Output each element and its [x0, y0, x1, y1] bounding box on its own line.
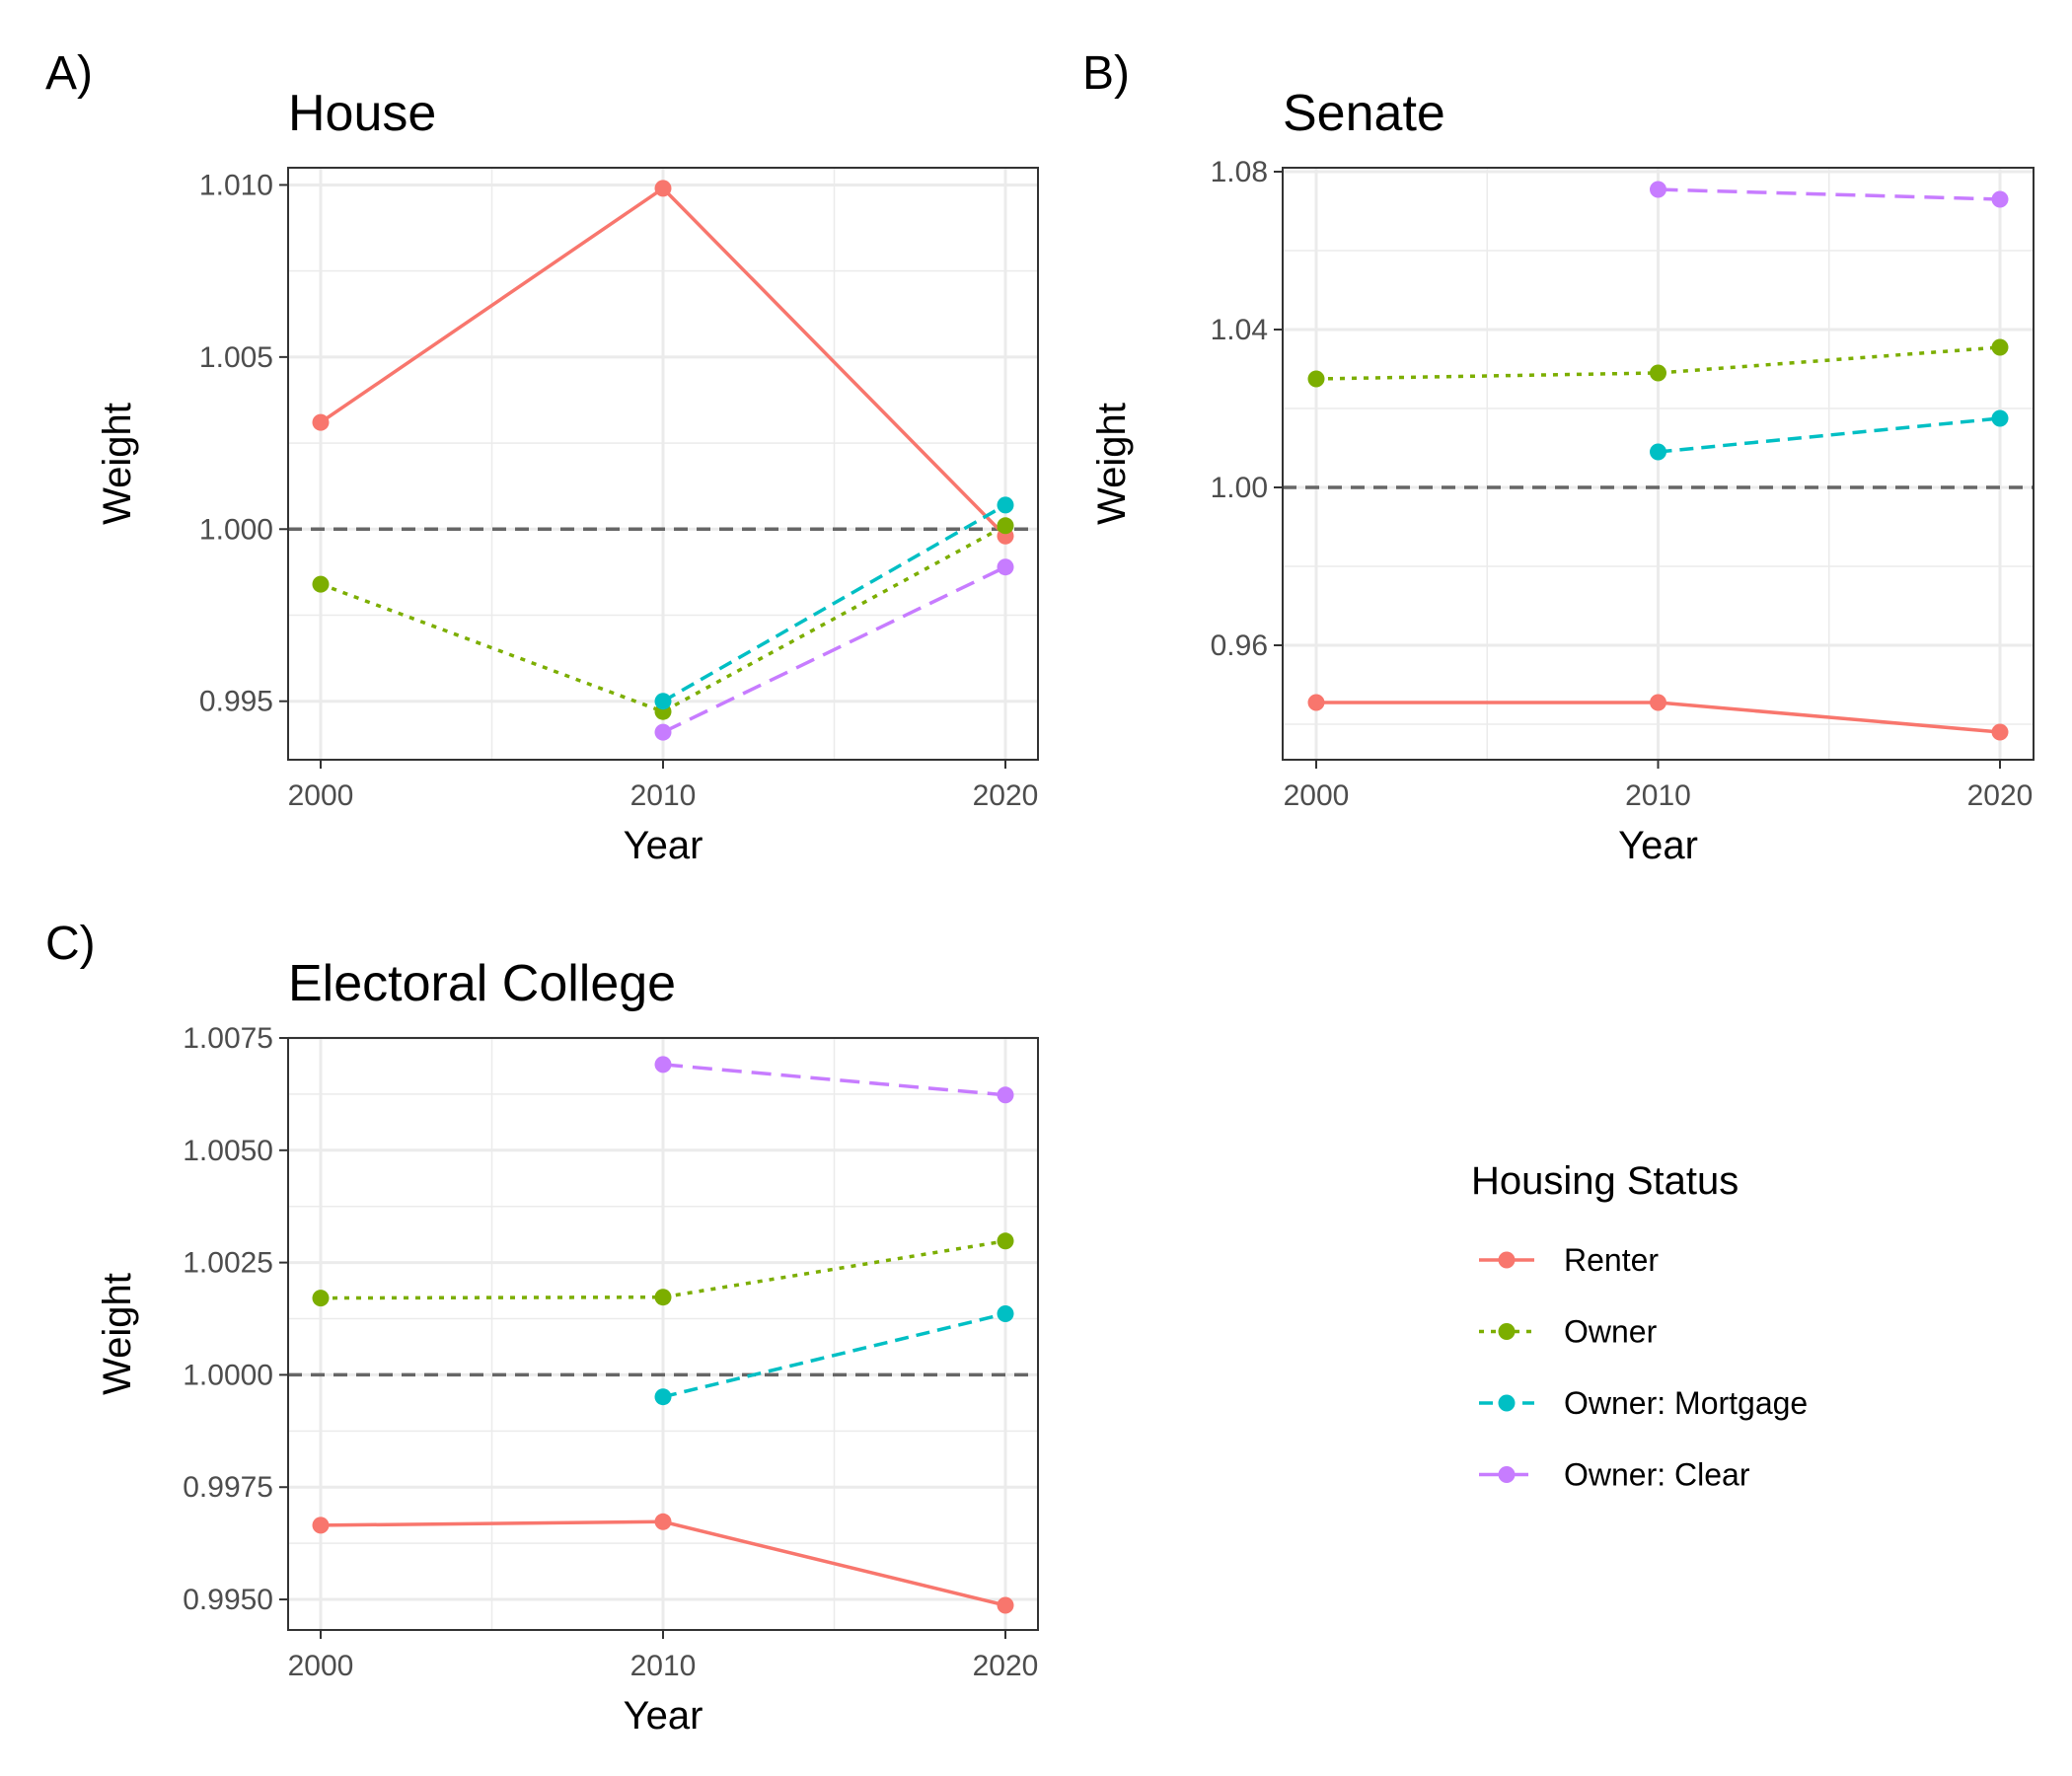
x-axis-title: Year: [624, 824, 703, 867]
data-point-owner-mortgage-2020: [1991, 409, 2009, 427]
legend-label: Renter: [1564, 1242, 1659, 1278]
panel-electoral-college: 0.9950 0.9975 1.0000 1.0025 1.0050 1.0075 2000…: [45, 918, 1039, 1738]
legend-title: Housing Status: [1471, 1159, 1739, 1203]
panel-title: House: [288, 85, 436, 142]
data-point-owner-2010: [1650, 364, 1666, 382]
y-tick-label: 0.9975: [183, 1471, 273, 1504]
legend-key-point: [1498, 1323, 1516, 1340]
x-tick-label: 2020: [973, 1650, 1039, 1682]
legend-key-point: [1498, 1251, 1516, 1269]
data-point-renter-2000: [312, 413, 330, 431]
series-owner-clear: [654, 558, 1014, 741]
x-axis-title: Year: [1618, 824, 1698, 867]
x-tick-label: 2000: [288, 779, 354, 812]
data-point-owner-mortgage-2010: [654, 1388, 672, 1406]
x-tick-label: 2010: [630, 779, 697, 812]
series-renter: [312, 1513, 1014, 1614]
x-tick-label: 2020: [1967, 779, 2034, 812]
x-tick-label: 2000: [1284, 779, 1350, 812]
series-line-owner-mortgage: [1658, 416, 2001, 454]
data-point-owner-clear-2010: [654, 723, 672, 741]
y-tick-label: 1.000: [199, 513, 273, 546]
panel-title: Senate: [1283, 85, 1445, 142]
panel-senate: 0.96 1.00 1.04 1.08 2000 2010 2020 Year Weight Se…: [1082, 47, 2035, 867]
series-renter: [1307, 694, 2009, 741]
data-point-owner-clear-2010: [1650, 181, 1666, 198]
panel-tag: B): [1082, 47, 1130, 100]
data-point-owner-2000: [1307, 370, 1325, 388]
data-point-renter-2010: [654, 1513, 672, 1530]
data-point-renter-2000: [1307, 694, 1325, 711]
data-point-owner-mortgage-2010: [1650, 443, 1666, 461]
legend-key-point: [1498, 1394, 1516, 1412]
x-tick-label: 2010: [1625, 779, 1691, 812]
legend-item-renter: Renter: [1479, 1242, 1659, 1278]
y-tick-label: 0.9950: [183, 1584, 273, 1616]
data-point-owner-mortgage-2020: [997, 1305, 1014, 1322]
data-point-owner-mortgage-2010: [654, 693, 672, 710]
panel-house: 0.995 1.000 1.005 1.010 2000 2010 2020 Year Weig…: [45, 47, 1039, 867]
legend-item-owner-clear: Owner: Clear: [1479, 1457, 1750, 1493]
panel-title: Electoral College: [288, 955, 676, 1012]
y-tick-label: 1.0075: [183, 1022, 273, 1055]
series-line-owner: [1315, 345, 2001, 381]
y-tick-label: 1.08: [1211, 156, 1268, 188]
legend-item-owner-mortgage: Owner: Mortgage: [1479, 1385, 1808, 1421]
data-point-renter-2020: [1991, 723, 2009, 741]
series-owner-clear: [1650, 181, 2009, 208]
data-point-renter-2000: [312, 1517, 330, 1534]
data-point-owner-mortgage-2020: [997, 496, 1014, 514]
series-line-owner: [320, 524, 1006, 714]
y-tick-label: 1.04: [1211, 314, 1268, 346]
data-point-owner-2020: [1991, 338, 2009, 356]
y-tick-label: 0.96: [1211, 629, 1268, 662]
data-point-renter-2020: [997, 1596, 1014, 1614]
data-point-owner-2010: [654, 1289, 672, 1306]
series-line-owner-clear: [662, 565, 1006, 734]
series-owner-mortgage: [1650, 409, 2009, 461]
data-point-owner-2000: [312, 575, 330, 593]
series-owner: [1307, 338, 2009, 388]
series-owner: [312, 1232, 1014, 1307]
data-point-owner-clear-2020: [1991, 190, 2009, 208]
data-point-owner-clear-2010: [654, 1056, 672, 1073]
y-axis-title: Weight: [96, 1273, 139, 1395]
data-point-owner-clear-2020: [997, 558, 1014, 576]
series-owner-mortgage: [654, 496, 1014, 710]
series-line-owner-mortgage: [662, 503, 1006, 703]
legend-label: Owner: Mortgage: [1564, 1385, 1808, 1421]
series-line-owner-clear: [1658, 187, 2001, 201]
y-tick-label: 1.0050: [183, 1135, 273, 1167]
y-axis-title: Weight: [1090, 403, 1134, 525]
panel-tag: C): [45, 918, 96, 970]
legend-item-owner: Owner: [1479, 1314, 1658, 1350]
legend: Housing Status Renter Owner Owner: Mortgage…: [1471, 1159, 1808, 1493]
y-tick-label: 1.0000: [183, 1359, 273, 1391]
x-tick-label: 2020: [973, 779, 1039, 812]
y-tick-label: 0.995: [199, 686, 273, 718]
y-tick-label: 1.00: [1211, 472, 1268, 504]
x-tick-label: 2000: [288, 1650, 354, 1682]
y-tick-label: 1.010: [199, 169, 273, 201]
y-tick-label: 1.005: [199, 341, 273, 374]
x-axis-title: Year: [624, 1694, 703, 1738]
legend-label: Owner: [1564, 1314, 1658, 1350]
data-point-renter-2010: [1650, 694, 1666, 711]
legend-label: Owner: Clear: [1564, 1457, 1750, 1493]
x-tick-label: 2010: [630, 1650, 697, 1682]
panel-tag: A): [45, 47, 93, 100]
y-tick-label: 1.0025: [183, 1247, 273, 1280]
data-point-renter-2010: [654, 180, 672, 197]
series-owner-clear: [654, 1056, 1014, 1104]
data-point-owner-clear-2020: [997, 1086, 1014, 1104]
data-point-owner-2020: [997, 517, 1014, 535]
series-owner-mortgage: [654, 1305, 1014, 1406]
data-point-owner-2020: [997, 1232, 1014, 1250]
series-line-owner-mortgage: [662, 1311, 1006, 1399]
legend-key-point: [1498, 1466, 1516, 1483]
y-axis-title: Weight: [96, 403, 139, 525]
data-point-owner-2000: [312, 1290, 330, 1307]
